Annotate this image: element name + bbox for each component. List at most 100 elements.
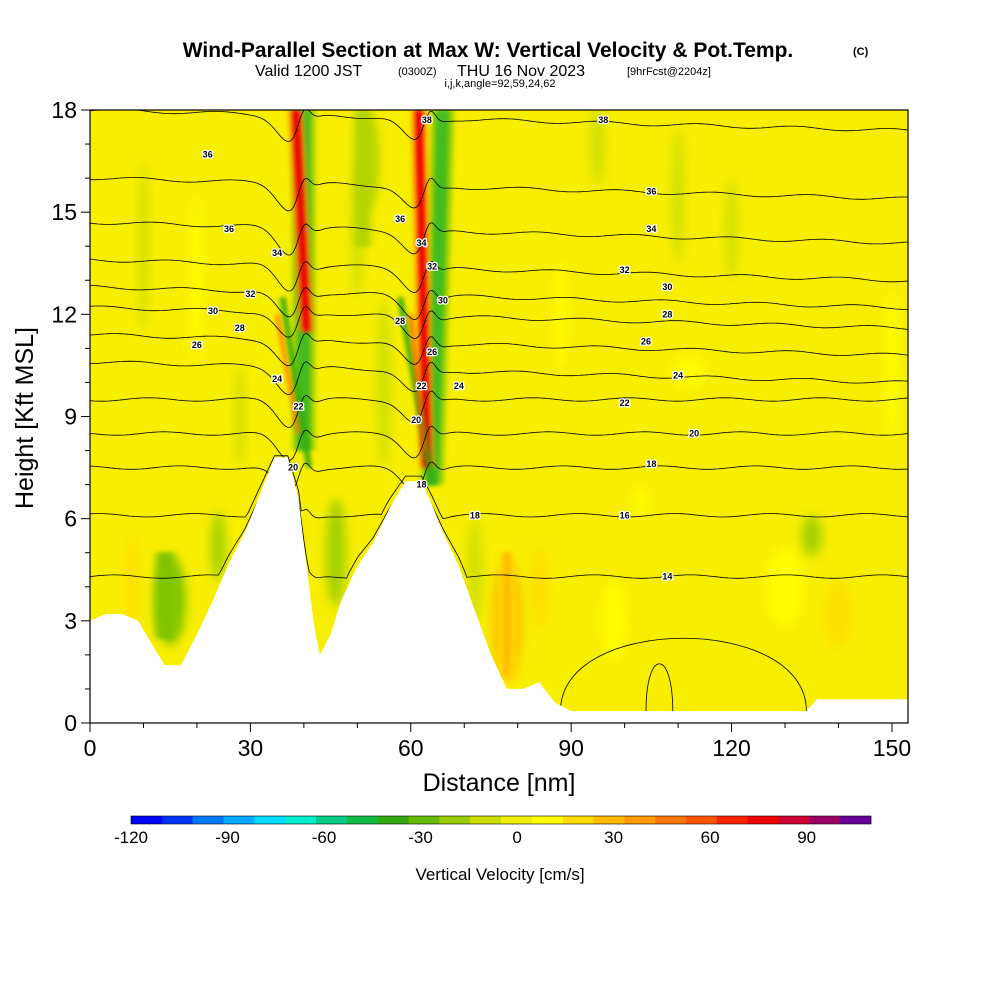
copyright-mark: (C) bbox=[853, 46, 869, 58]
contour-label: 32 bbox=[620, 265, 630, 275]
x-tick-label: 120 bbox=[712, 735, 750, 761]
contour-label: 18 bbox=[646, 459, 656, 469]
y-axis-label: Height [Kft MSL] bbox=[11, 327, 39, 509]
velocity-patch bbox=[126, 535, 140, 638]
colorbar-tick-label: -30 bbox=[408, 828, 433, 847]
colorbar-swatch bbox=[285, 816, 317, 824]
contour-label: 26 bbox=[427, 347, 437, 357]
velocity-patch bbox=[554, 259, 567, 369]
y-tick-label: 18 bbox=[51, 97, 77, 123]
colorbar-swatch bbox=[686, 816, 718, 824]
theta-contour-38 bbox=[90, 110, 908, 142]
contour-label: 34 bbox=[416, 238, 426, 248]
colorbar-tick-label: 60 bbox=[701, 828, 720, 847]
theta-contour-26 bbox=[90, 332, 908, 367]
theta-contour-18 bbox=[90, 461, 908, 494]
velocity-patch bbox=[590, 110, 606, 185]
valid-time: Valid 1200 JST bbox=[255, 63, 363, 80]
grid-info: i,j,k,angle=92,59,24,62 bbox=[444, 78, 555, 90]
contour-label: 30 bbox=[438, 296, 448, 306]
downdraft-3-core-band bbox=[152, 552, 177, 638]
velocity-patch bbox=[825, 579, 852, 649]
velocity-patch bbox=[234, 365, 245, 468]
chart-title: Wind-Parallel Section at Max W: Vertical… bbox=[183, 39, 794, 62]
y-tick-label: 9 bbox=[64, 404, 77, 430]
colorbar-swatch bbox=[809, 816, 841, 824]
shear-streak bbox=[279, 296, 313, 469]
y-axis: 0 3 6 9 12 15 18 bbox=[51, 97, 90, 736]
updraft-2-band bbox=[415, 110, 431, 468]
contour-label: 22 bbox=[620, 398, 630, 408]
contour-label: 28 bbox=[662, 309, 672, 319]
contour-label: 32 bbox=[245, 289, 255, 299]
colorbar-swatch bbox=[840, 816, 872, 824]
contour-label: 14 bbox=[662, 572, 672, 582]
contour-label: 24 bbox=[673, 371, 683, 381]
colorbar-swatch bbox=[716, 816, 748, 824]
colorbar-label: Vertical Velocity [cm/s] bbox=[415, 865, 584, 884]
contour-label: 30 bbox=[208, 306, 218, 316]
contour-label: 24 bbox=[272, 374, 282, 384]
colorbar-swatch bbox=[131, 816, 163, 824]
velocity-patch bbox=[632, 484, 649, 519]
colorbar-swatch bbox=[192, 816, 224, 824]
velocity-patch bbox=[190, 195, 204, 366]
contour-label: 36 bbox=[395, 214, 405, 224]
contour-label: 32 bbox=[427, 262, 437, 272]
theta-contour-20 bbox=[90, 425, 908, 461]
colorbar-swatch bbox=[470, 816, 502, 824]
colorbar-swatch bbox=[624, 816, 656, 824]
theta-contour-low bbox=[645, 663, 674, 712]
colorbar-swatch bbox=[778, 816, 810, 824]
y-tick-label: 15 bbox=[51, 199, 77, 225]
colorbar-tick-label: 90 bbox=[797, 828, 816, 847]
contour-label: 30 bbox=[662, 282, 672, 292]
colorbar-swatch bbox=[531, 816, 563, 824]
contour-label: 22 bbox=[416, 381, 426, 391]
contour-label: 26 bbox=[192, 340, 202, 350]
colorbar-swatch bbox=[377, 816, 409, 824]
x-tick-label: 30 bbox=[238, 735, 264, 761]
colorbar-tick-label: -60 bbox=[312, 828, 337, 847]
contour-label: 26 bbox=[641, 337, 651, 347]
downdraft-4-core-band bbox=[350, 110, 375, 247]
updraft-1-band bbox=[292, 110, 311, 332]
velocity-patch bbox=[529, 545, 549, 628]
y-tick-label: 12 bbox=[51, 301, 77, 327]
x-axis: 0 30 60 90 120 150 bbox=[84, 723, 911, 761]
colorbar-swatch bbox=[316, 816, 348, 824]
shear-streak bbox=[275, 313, 301, 434]
colorbar-swatch bbox=[655, 816, 687, 824]
theta-contours bbox=[90, 110, 908, 712]
contour-label: 20 bbox=[689, 429, 699, 439]
velocity-patch bbox=[601, 579, 627, 662]
contour-label: 36 bbox=[224, 224, 234, 234]
x-axis-label: Distance [nm] bbox=[423, 769, 576, 797]
x-tick-label: 150 bbox=[873, 735, 911, 761]
contour-label: 18 bbox=[416, 480, 426, 490]
theta-contour-30 bbox=[90, 284, 908, 320]
velocity-patch bbox=[376, 297, 392, 468]
contour-label: 34 bbox=[646, 224, 656, 234]
contour-labels: 36 36 34 32 30 28 26 24 22 20 38 36 34 32 30 28 26 24 22 20… bbox=[191, 114, 701, 583]
colorbar-swatch bbox=[747, 816, 779, 824]
utc-time: (0300Z) bbox=[398, 66, 437, 78]
contour-label: 28 bbox=[235, 323, 245, 333]
colorbar-tick-label: -90 bbox=[215, 828, 240, 847]
theta-contour-36 bbox=[90, 177, 908, 212]
y-tick-label: 0 bbox=[64, 710, 77, 736]
contour-label: 22 bbox=[294, 401, 304, 411]
theta-contour-14 bbox=[90, 464, 908, 579]
velocity-patch bbox=[672, 355, 705, 390]
contour-label: 24 bbox=[454, 381, 464, 391]
colorbar-swatch bbox=[562, 816, 594, 824]
theta-contour-24 bbox=[90, 360, 908, 396]
theta-contour-34 bbox=[90, 221, 908, 256]
theta-contour-low bbox=[560, 638, 807, 712]
velocity-patch bbox=[884, 290, 900, 441]
velocity-patch bbox=[325, 498, 347, 608]
contour-label: 18 bbox=[470, 510, 480, 520]
colorbar-tick-label: 30 bbox=[604, 828, 623, 847]
colorbar-swatch bbox=[593, 816, 625, 824]
